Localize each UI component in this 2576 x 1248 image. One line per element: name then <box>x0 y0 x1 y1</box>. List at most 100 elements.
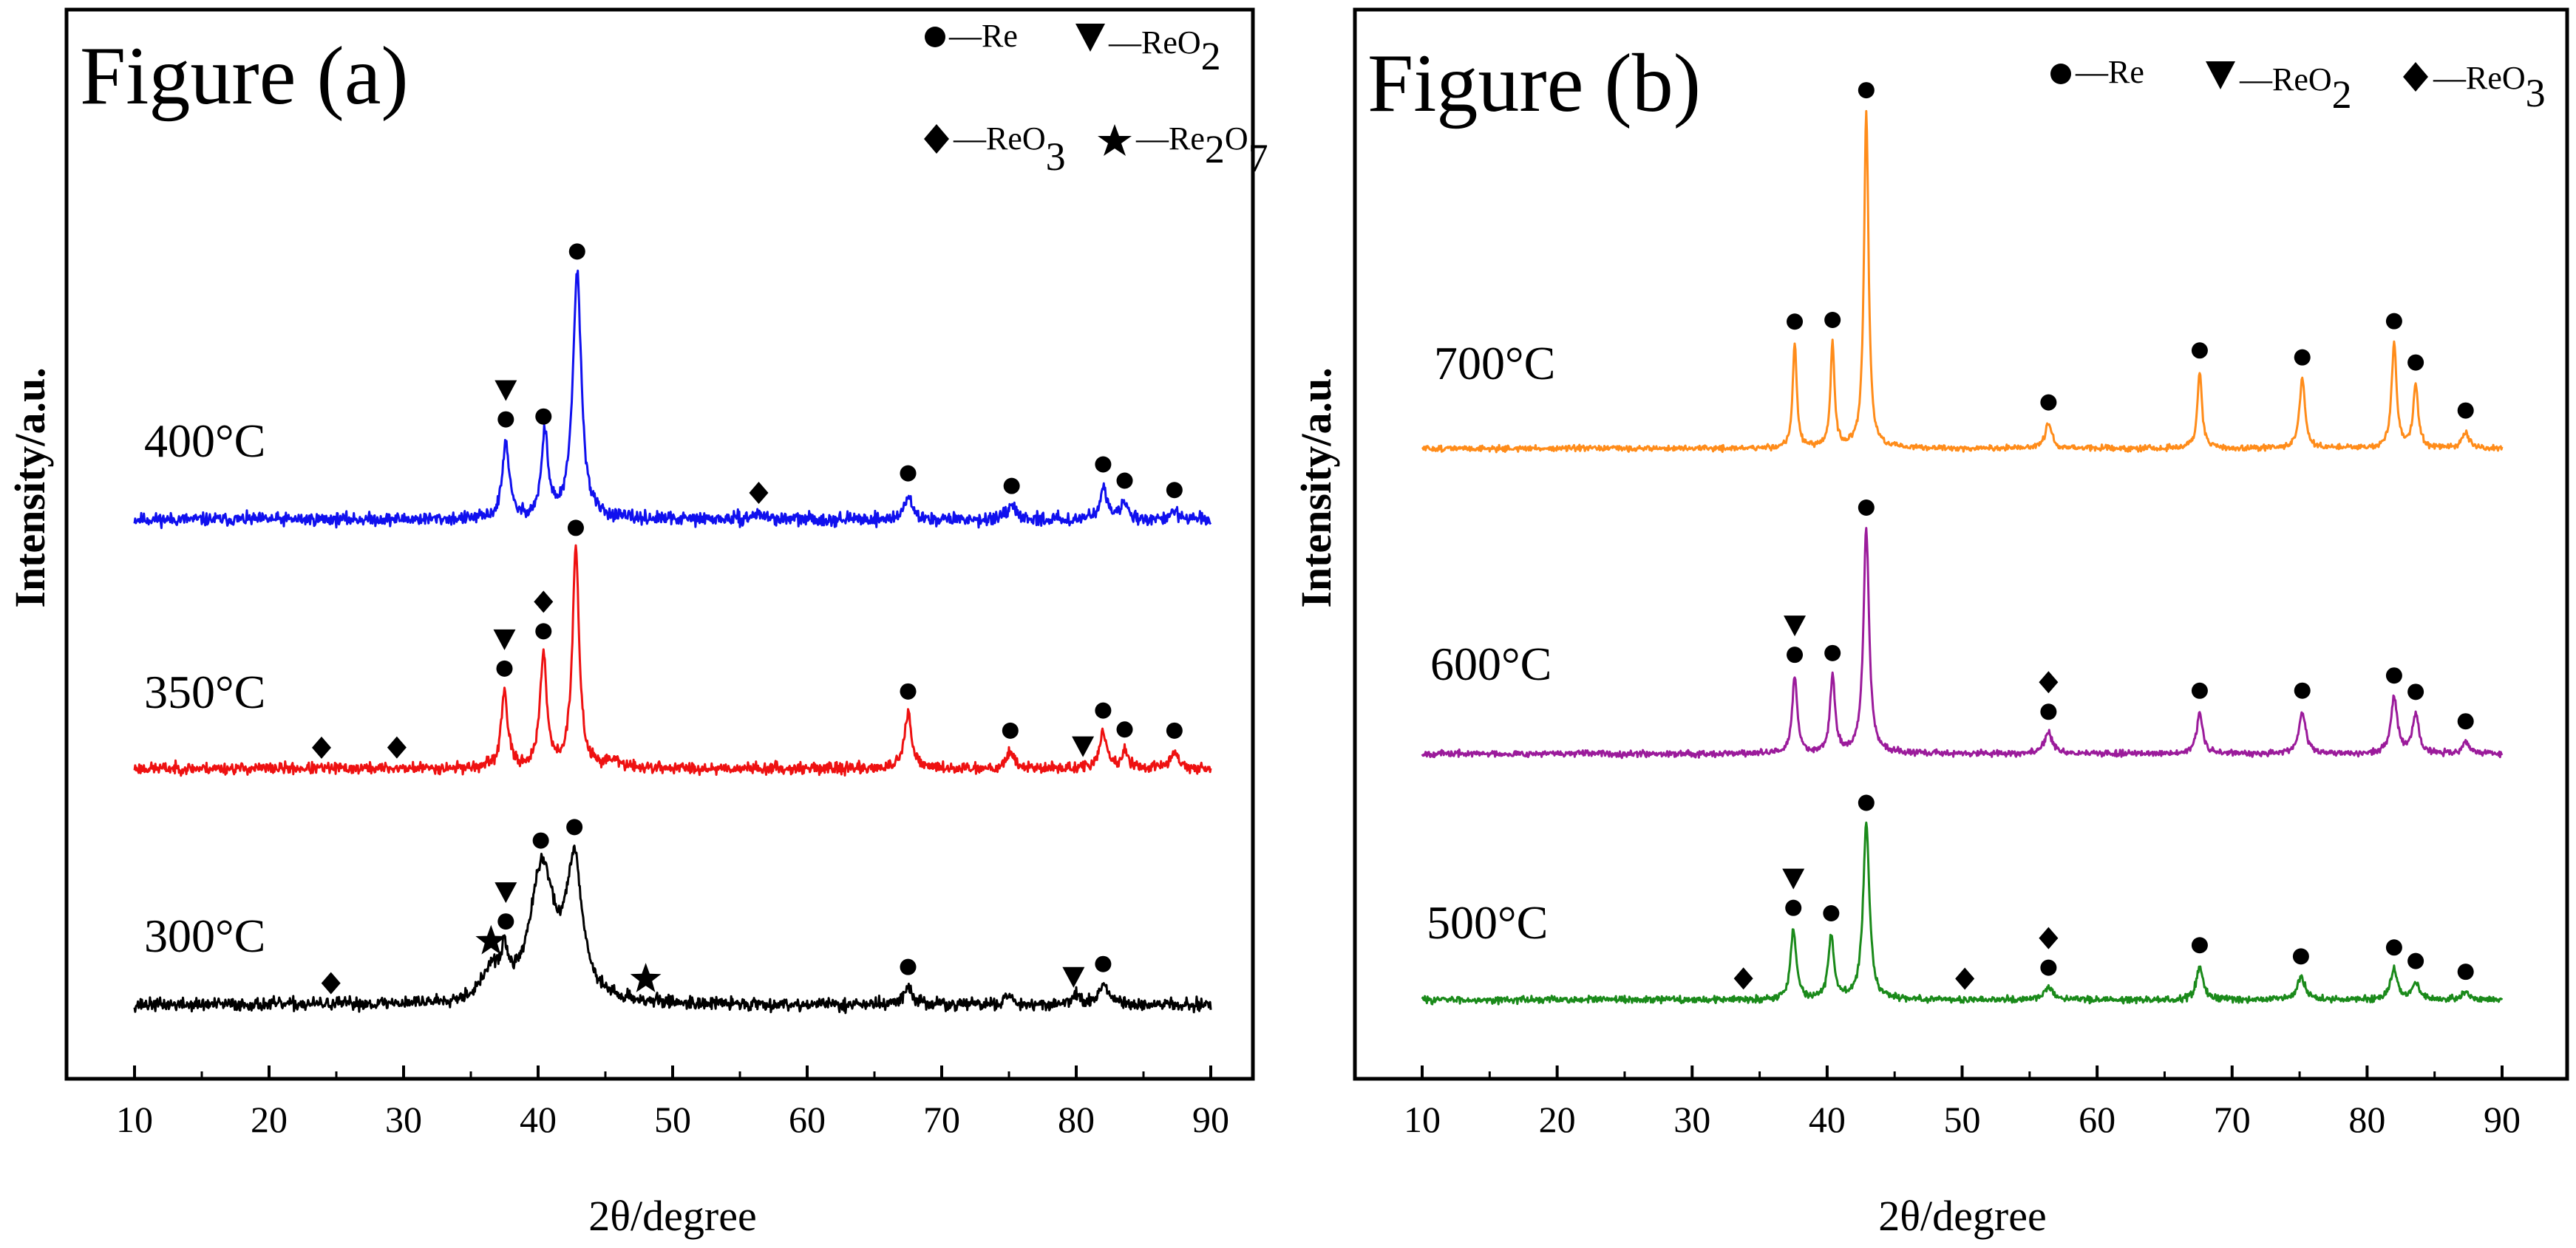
legend-re2o7-sub1: 2 <box>1205 127 1225 171</box>
peak-marker-diamond-icon <box>1733 967 1753 990</box>
peak-marker-circle-icon <box>2191 937 2208 954</box>
x-tick-label: 90 <box>2484 1099 2521 1140</box>
peak-marker-circle-icon <box>1116 721 1133 738</box>
legend-re-label: —Re <box>948 18 1018 54</box>
peak-marker-triangle-icon <box>1062 966 1085 988</box>
peak-marker-circle-icon <box>1823 905 1840 922</box>
peak-marker-circle-icon <box>2040 703 2057 720</box>
panel-a-y-axis-label: Intensity/a.u. <box>6 367 54 608</box>
peak-marker-triangle-icon <box>493 629 516 650</box>
peak-marker-circle-icon <box>2292 948 2309 965</box>
peak-marker-circle-icon <box>2191 342 2208 359</box>
peak-marker-circle-icon <box>567 519 584 536</box>
panel-a-x-axis-label: 2θ/degree <box>588 1192 756 1240</box>
panel-a-title: Figure (a) <box>80 30 409 122</box>
legend-re2o7-label: —Re2O7 <box>1135 120 1268 180</box>
peak-marker-circle-icon <box>2040 959 2057 976</box>
series-400c-label: 400°C <box>144 415 265 467</box>
peak-marker-circle-icon <box>900 465 917 482</box>
x-tick-label: 60 <box>789 1099 826 1140</box>
peak-marker-triangle-icon <box>495 882 517 904</box>
x-tick-label: 50 <box>1944 1099 1981 1140</box>
legend-reo2-label: —ReO2 <box>1108 24 1221 78</box>
peak-marker-circle-icon <box>2407 354 2424 371</box>
peak-marker-diamond-icon <box>311 736 331 759</box>
peak-marker-circle-icon <box>496 660 513 677</box>
legend-b-reo3-diamond-icon <box>2403 62 2428 92</box>
legend-re2o7-star-icon <box>1098 124 1132 156</box>
peak-marker-circle-icon <box>1858 82 1875 99</box>
x-tick-label: 10 <box>1404 1099 1441 1140</box>
x-tick-label: 90 <box>1192 1099 1229 1140</box>
legend-b-reo3-label: —ReO3 <box>2433 60 2546 115</box>
legend-b-reo3-sub: 3 <box>2526 71 2546 115</box>
series-500c <box>1421 821 2504 1006</box>
peak-marker-circle-icon <box>1116 472 1133 489</box>
legend-re-circle-icon <box>925 27 945 47</box>
legend-re2o7-sub2: 7 <box>1248 136 1268 180</box>
xrd-pattern-line <box>133 845 1212 1015</box>
peak-marker-circle-icon <box>2385 939 2402 956</box>
peak-marker-diamond-icon <box>2039 671 2059 694</box>
panel-a: Figure (a) —Re —ReO2 —ReO3 —Re2O7 400°C … <box>6 7 1268 1240</box>
series-600c <box>1421 527 2504 760</box>
peak-marker-circle-icon <box>535 623 552 640</box>
peak-marker-circle-icon <box>1858 794 1875 811</box>
peak-marker-diamond-icon <box>387 736 407 759</box>
x-tick-label: 20 <box>1539 1099 1576 1140</box>
panel-b-y-axis-label: Intensity/a.u. <box>1292 367 1340 608</box>
legend-b-re-label: —Re <box>2075 54 2144 90</box>
series-600c-label: 600°C <box>1430 638 1552 690</box>
peak-marker-circle-icon <box>2385 313 2402 330</box>
peak-marker-circle-icon <box>1095 456 1112 473</box>
legend-b-reo2-label: —ReO2 <box>2239 61 2352 117</box>
series-350c <box>133 544 1212 777</box>
x-tick-label: 10 <box>116 1099 153 1140</box>
panel-a-legend: —Re —ReO2 —ReO3 —Re2O7 <box>924 18 1268 180</box>
x-tick-label: 30 <box>1673 1099 1710 1140</box>
x-tick-label: 70 <box>923 1099 960 1140</box>
peak-marker-circle-icon <box>2407 683 2424 700</box>
legend-b-reo2-triangle-icon <box>2206 61 2235 89</box>
peak-marker-circle-icon <box>2457 964 2474 981</box>
peak-marker-star-icon <box>630 963 662 992</box>
xrd-pattern-line <box>133 269 1212 530</box>
peak-marker-circle-icon <box>2457 713 2474 730</box>
legend-re2o7-o: O <box>1225 120 1248 157</box>
panel-b-title: Figure (b) <box>1367 38 1701 129</box>
peak-marker-triangle-icon <box>495 380 517 401</box>
series-700c <box>1421 109 2504 454</box>
series-400c <box>133 269 1212 530</box>
x-tick-label: 70 <box>2214 1099 2251 1140</box>
legend-reo3-sub: 3 <box>1046 134 1066 179</box>
peak-marker-circle-icon <box>1858 499 1875 516</box>
peak-marker-circle-icon <box>2385 667 2402 684</box>
peak-marker-circle-icon <box>1003 477 1020 494</box>
legend-b-re-circle-icon <box>2050 64 2071 84</box>
peak-marker-diamond-icon <box>1955 967 1975 990</box>
peak-marker-circle-icon <box>535 408 552 425</box>
peak-marker-circle-icon <box>2294 349 2311 366</box>
legend-b-reo2-sub: 2 <box>2332 72 2352 117</box>
series-700c-label: 700°C <box>1434 337 1555 389</box>
peak-marker-diamond-icon <box>749 482 769 505</box>
panel-b-x-axis-label: 2θ/degree <box>1878 1192 2046 1240</box>
legend-reo3-label: —ReO3 <box>953 120 1066 179</box>
peak-marker-circle-icon <box>2294 682 2311 699</box>
peak-marker-circle-icon <box>566 819 583 836</box>
panel-b-x-axis: 10 20 30 40 50 60 70 80 90 <box>1404 1065 2521 1140</box>
legend-reo2-triangle-icon <box>1075 24 1105 52</box>
peak-marker-circle-icon <box>1824 311 1841 328</box>
legend-reo3-diamond-icon <box>924 124 949 154</box>
peak-marker-circle-icon <box>900 683 917 700</box>
series-350c-label: 350°C <box>144 666 265 718</box>
series-500c-label: 500°C <box>1427 896 1548 949</box>
panel-a-peak-markers <box>311 243 1183 995</box>
peak-marker-circle-icon <box>1166 482 1183 499</box>
peak-marker-circle-icon <box>1787 647 1804 664</box>
peak-marker-star-icon <box>475 924 507 955</box>
peak-marker-circle-icon <box>2040 394 2057 411</box>
peak-marker-triangle-icon <box>1784 616 1807 637</box>
x-tick-label: 30 <box>385 1099 422 1140</box>
